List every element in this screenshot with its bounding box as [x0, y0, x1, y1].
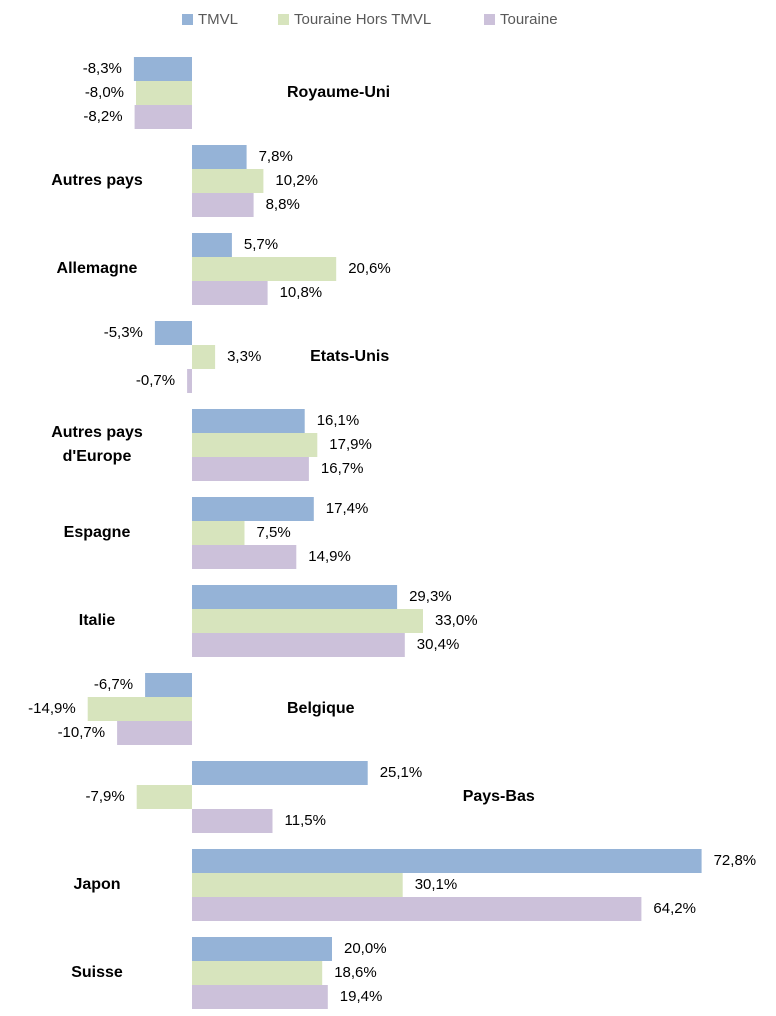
- value-label: -5,3%: [104, 324, 143, 341]
- value-label: 10,2%: [275, 172, 318, 189]
- value-label: 5,7%: [244, 236, 278, 253]
- bar: [192, 457, 309, 481]
- bar: [192, 193, 254, 217]
- bar: [192, 897, 642, 921]
- bar: [192, 281, 268, 305]
- bar: [192, 809, 273, 833]
- bar: [145, 673, 192, 697]
- value-label: 7,5%: [257, 524, 291, 541]
- category-label: Allemagne: [56, 260, 138, 277]
- value-label: 72,8%: [714, 852, 757, 869]
- value-label: 3,3%: [227, 348, 261, 365]
- legend-label: TMVL: [198, 11, 238, 28]
- bar: [192, 145, 247, 169]
- bar: [87, 697, 192, 721]
- value-label: 10,8%: [280, 284, 323, 301]
- bar: [192, 873, 403, 897]
- bar: [192, 761, 368, 785]
- bar: [192, 169, 264, 193]
- legend-swatch: [484, 14, 495, 25]
- bar: [192, 233, 232, 257]
- value-label: 11,5%: [285, 812, 326, 829]
- value-label: 20,6%: [348, 260, 391, 277]
- value-label: 29,3%: [409, 588, 452, 605]
- value-label: 14,9%: [308, 548, 351, 565]
- category-label: Belgique: [287, 700, 355, 717]
- value-label: 7,8%: [259, 148, 293, 165]
- value-label: -8,3%: [83, 60, 122, 77]
- value-label: 20,0%: [344, 940, 387, 957]
- value-label: -6,7%: [94, 676, 133, 693]
- bar: [192, 345, 216, 369]
- category-label: Japon: [73, 876, 121, 893]
- value-label: 30,1%: [415, 876, 458, 893]
- category-label: Autres pays d'Europe: [51, 424, 143, 465]
- category-label: Italie: [78, 612, 116, 629]
- bar: [192, 985, 328, 1009]
- value-label: 64,2%: [653, 900, 696, 917]
- bar: [192, 257, 337, 281]
- bar: [134, 105, 192, 129]
- bar: [133, 57, 192, 81]
- bar: [192, 849, 702, 873]
- bar: [192, 609, 423, 633]
- bar: [192, 961, 323, 985]
- value-label: 16,7%: [321, 460, 364, 477]
- bar: [117, 721, 192, 745]
- value-label: 33,0%: [435, 612, 478, 629]
- value-label: -8,0%: [85, 84, 124, 101]
- value-label: -14,9%: [28, 700, 76, 717]
- value-label: 30,4%: [417, 636, 460, 653]
- value-label: -8,2%: [83, 108, 122, 125]
- bar: [192, 545, 297, 569]
- bar: [192, 433, 318, 457]
- category-label: Pays-Bas: [462, 788, 535, 805]
- category-label: Royaume-Uni: [287, 84, 391, 101]
- value-label: -7,9%: [86, 788, 125, 805]
- value-label: -0,7%: [136, 372, 175, 389]
- bar: [192, 633, 405, 657]
- category-label: Espagne: [63, 524, 131, 541]
- value-label: 8,8%: [266, 196, 300, 213]
- category-label: Autres pays: [51, 172, 143, 189]
- legend-swatch: [182, 14, 193, 25]
- category-label: Etats-Unis: [310, 348, 390, 365]
- category-label: Suisse: [71, 964, 123, 981]
- legend-label: Touraine Hors TMVL: [294, 11, 431, 28]
- value-label: 25,1%: [380, 764, 423, 781]
- value-label: 19,4%: [340, 988, 383, 1005]
- bar: [192, 497, 314, 521]
- bar: [192, 585, 398, 609]
- value-label: -10,7%: [58, 724, 106, 741]
- bar: [187, 369, 192, 393]
- bar: [136, 785, 192, 809]
- bar: [136, 81, 192, 105]
- value-label: 18,6%: [334, 964, 377, 981]
- value-label: 16,1%: [317, 412, 360, 429]
- bar: [154, 321, 192, 345]
- legend-label: Touraine: [500, 11, 558, 28]
- value-label: 17,9%: [329, 436, 372, 453]
- bar: [192, 937, 332, 961]
- bar: [192, 521, 245, 545]
- legend-swatch: [278, 14, 289, 25]
- bar: [192, 409, 305, 433]
- value-label: 17,4%: [326, 500, 369, 517]
